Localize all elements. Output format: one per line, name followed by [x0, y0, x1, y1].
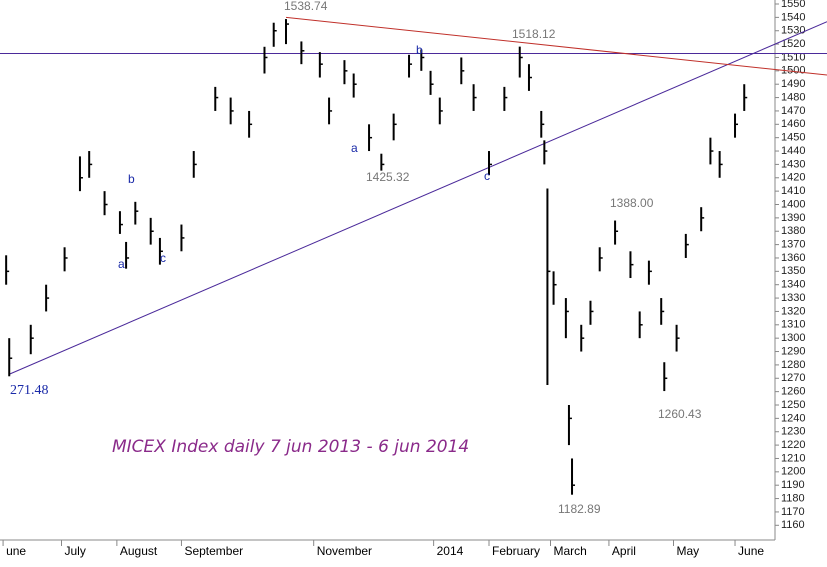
annotation: 271.48	[10, 383, 49, 398]
y-tick-label: 1540	[781, 11, 805, 23]
annotation: a	[118, 257, 125, 271]
y-tick-label: 1370	[781, 239, 805, 251]
annotation: 1260.43	[658, 407, 702, 421]
y-tick-label: 1230	[781, 426, 805, 438]
y-tick-label: 1360	[781, 252, 805, 264]
annotation: 1182.89	[558, 502, 601, 516]
annotation: c	[484, 169, 490, 183]
annotation: a	[351, 141, 358, 155]
y-tick-label: 1380	[781, 225, 805, 237]
x-tick-label: May	[677, 544, 700, 558]
y-tick-label: 1350	[781, 265, 805, 277]
y-tick-label: 1320	[781, 305, 805, 317]
y-tick-label: 1450	[781, 132, 805, 144]
y-tick-label: 1470	[781, 105, 805, 117]
y-tick-label: 1340	[781, 279, 805, 291]
annotation: 1538.74	[284, 0, 328, 13]
y-tick-label: 1550	[781, 0, 805, 10]
x-tick-label: September	[184, 544, 243, 558]
y-tick-label: 1460	[781, 118, 805, 130]
x-tick-label: July	[65, 544, 86, 558]
x-tick-label: 2014	[437, 544, 464, 558]
y-tick-label: 1510	[781, 51, 805, 63]
y-tick-label: 1290	[781, 345, 805, 357]
x-tick-label: August	[120, 544, 158, 558]
y-tick-label: 1170	[781, 506, 805, 518]
annotation: c	[160, 251, 166, 265]
y-tick-label: 1280	[781, 359, 805, 371]
y-tick-label: 1200	[781, 466, 805, 478]
y-tick-label: 1160	[781, 519, 805, 531]
y-tick-label: 1330	[781, 292, 805, 304]
y-tick-label: 1300	[781, 332, 805, 344]
y-tick-label: 1410	[781, 185, 805, 197]
x-tick-label: une	[6, 544, 26, 558]
y-tick-label: 1390	[781, 212, 805, 224]
chart-title: MICEX Index daily 7 jun 2013 - 6 jun 201…	[112, 437, 469, 457]
annotation: 1388.00	[610, 196, 654, 210]
y-tick-label: 1400	[781, 198, 805, 210]
y-tick-label: 1180	[781, 492, 805, 504]
y-tick-label: 1520	[781, 38, 805, 50]
x-tick-label: February	[492, 544, 540, 558]
y-tick-label: 1210	[781, 452, 805, 464]
y-tick-label: 1270	[781, 372, 805, 384]
annotation: b	[128, 172, 135, 186]
annotation: 1518.12	[512, 27, 556, 41]
x-tick-label: June	[738, 544, 764, 558]
trend-line	[285, 16, 827, 76]
annotation: 1425.32	[366, 170, 410, 184]
y-tick-label: 1430	[781, 158, 805, 170]
x-tick-label: November	[317, 544, 372, 558]
y-tick-label: 1420	[781, 172, 805, 184]
y-tick-label: 1260	[781, 386, 805, 398]
y-tick-label: 1240	[781, 412, 805, 424]
y-tick-label: 1440	[781, 145, 805, 157]
x-tick-label: March	[553, 544, 586, 558]
y-tick-label: 1190	[781, 479, 805, 491]
y-tick-label: 1500	[781, 65, 805, 77]
x-tick-label: April	[612, 544, 636, 558]
y-tick-label: 1530	[781, 25, 805, 37]
y-tick-label: 1310	[781, 319, 805, 331]
annotation: b	[416, 43, 423, 57]
y-tick-label: 1490	[781, 78, 805, 90]
y-tick-label: 1480	[781, 91, 805, 103]
trend-line	[9, 21, 827, 375]
y-tick-label: 1220	[781, 439, 805, 451]
y-tick-label: 1250	[781, 399, 805, 411]
